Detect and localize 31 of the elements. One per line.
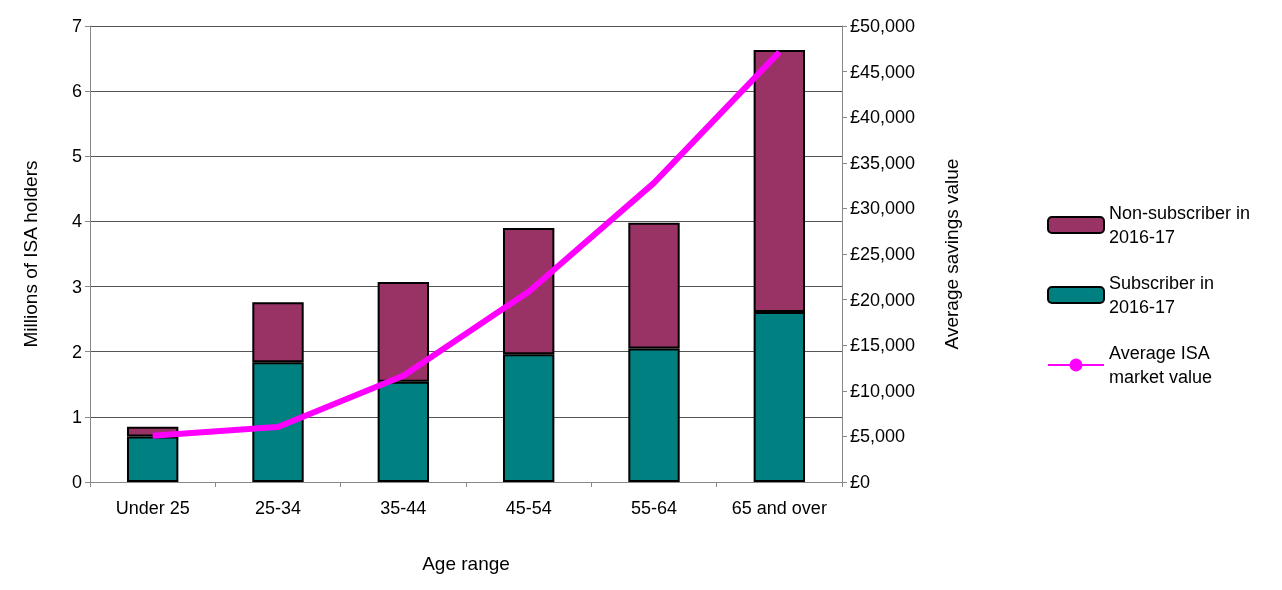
x-tick-label: 25-34 <box>254 498 302 518</box>
y2-tick-label: £5,000 <box>850 426 906 447</box>
y-axis-title: Millions of ISA holders <box>20 160 41 348</box>
x-tick-label: 65 and over <box>731 498 827 518</box>
y2-tick-label: £50,000 <box>850 16 916 36</box>
y2-axis-title: Average savings value <box>941 158 962 350</box>
y2-tick-label: £35,000 <box>850 152 916 173</box>
x-tick-label: 45-54 <box>505 498 552 518</box>
y-tick-label: 5 <box>71 146 82 167</box>
x-axis-title: Age range <box>422 553 510 574</box>
y2-tick-label: £45,000 <box>850 61 916 82</box>
legend-label: Subscriber in 2016-17 <box>1109 273 1220 317</box>
y2-tick-label: £40,000 <box>850 107 916 128</box>
x-tick-label: Under 25 <box>115 498 190 518</box>
legend-label: Non-subscriber in 2016-17 <box>1109 203 1256 247</box>
y-tick-label: 0 <box>71 472 82 492</box>
y2-tick-label: £15,000 <box>850 335 916 356</box>
x-tick-label: 55-64 <box>630 498 678 518</box>
y2-tick-label: £10,000 <box>850 380 916 401</box>
y-tick-label: 6 <box>71 81 82 102</box>
y-tick-label: 1 <box>71 406 82 427</box>
y-tick-label: 2 <box>71 341 82 362</box>
y-tick-label: 7 <box>71 16 82 36</box>
y-tick-label: 4 <box>71 211 82 232</box>
y2-tick-label: £30,000 <box>850 198 916 219</box>
y2-tick-label: £20,000 <box>850 289 916 310</box>
y2-tick-label: £0 <box>850 472 871 492</box>
legend-label: Average ISA market value <box>1109 343 1214 387</box>
x-tick-label: 35-44 <box>380 498 427 518</box>
y-tick-label: 3 <box>71 276 82 297</box>
y2-tick-label: £25,000 <box>850 244 916 264</box>
